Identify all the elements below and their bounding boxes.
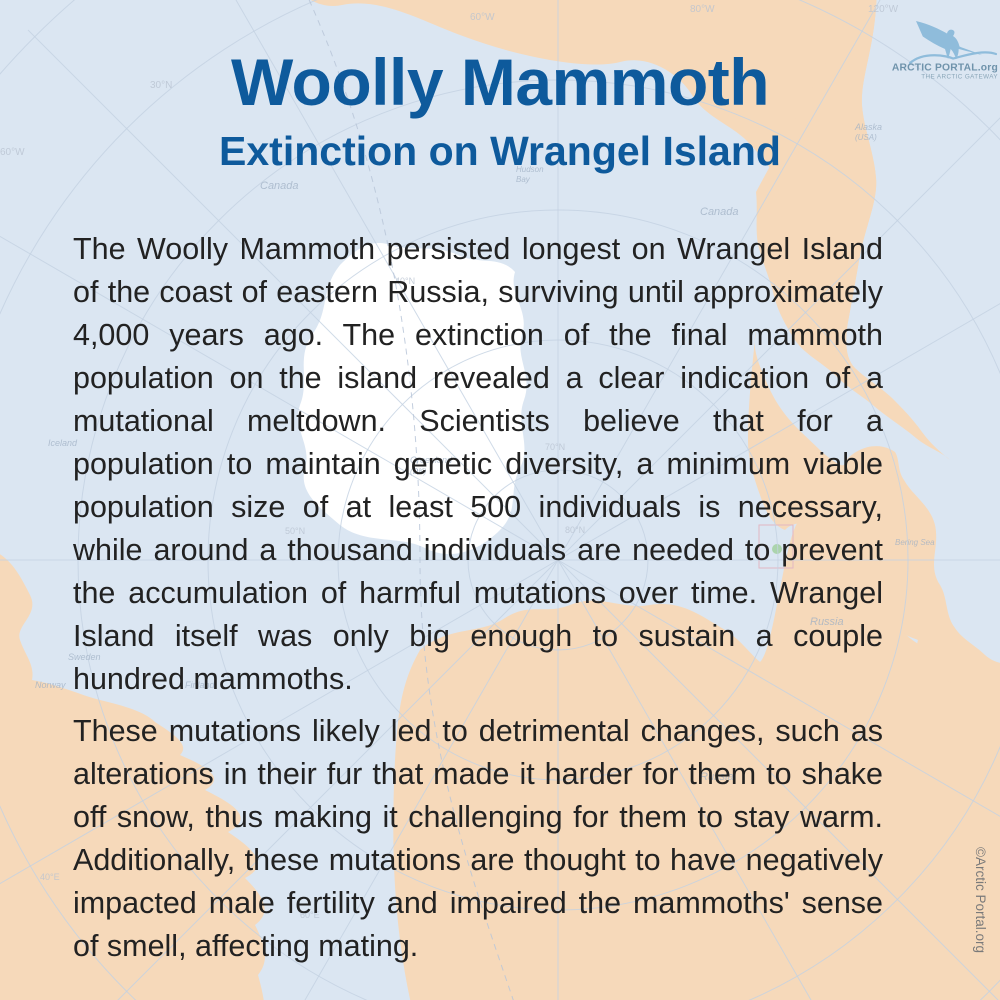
svg-text:THE ARCTIC GATEWAY: THE ARCTIC GATEWAY bbox=[921, 74, 998, 80]
svg-text:ARCTIC PORTAL.org: ARCTIC PORTAL.org bbox=[892, 63, 998, 74]
